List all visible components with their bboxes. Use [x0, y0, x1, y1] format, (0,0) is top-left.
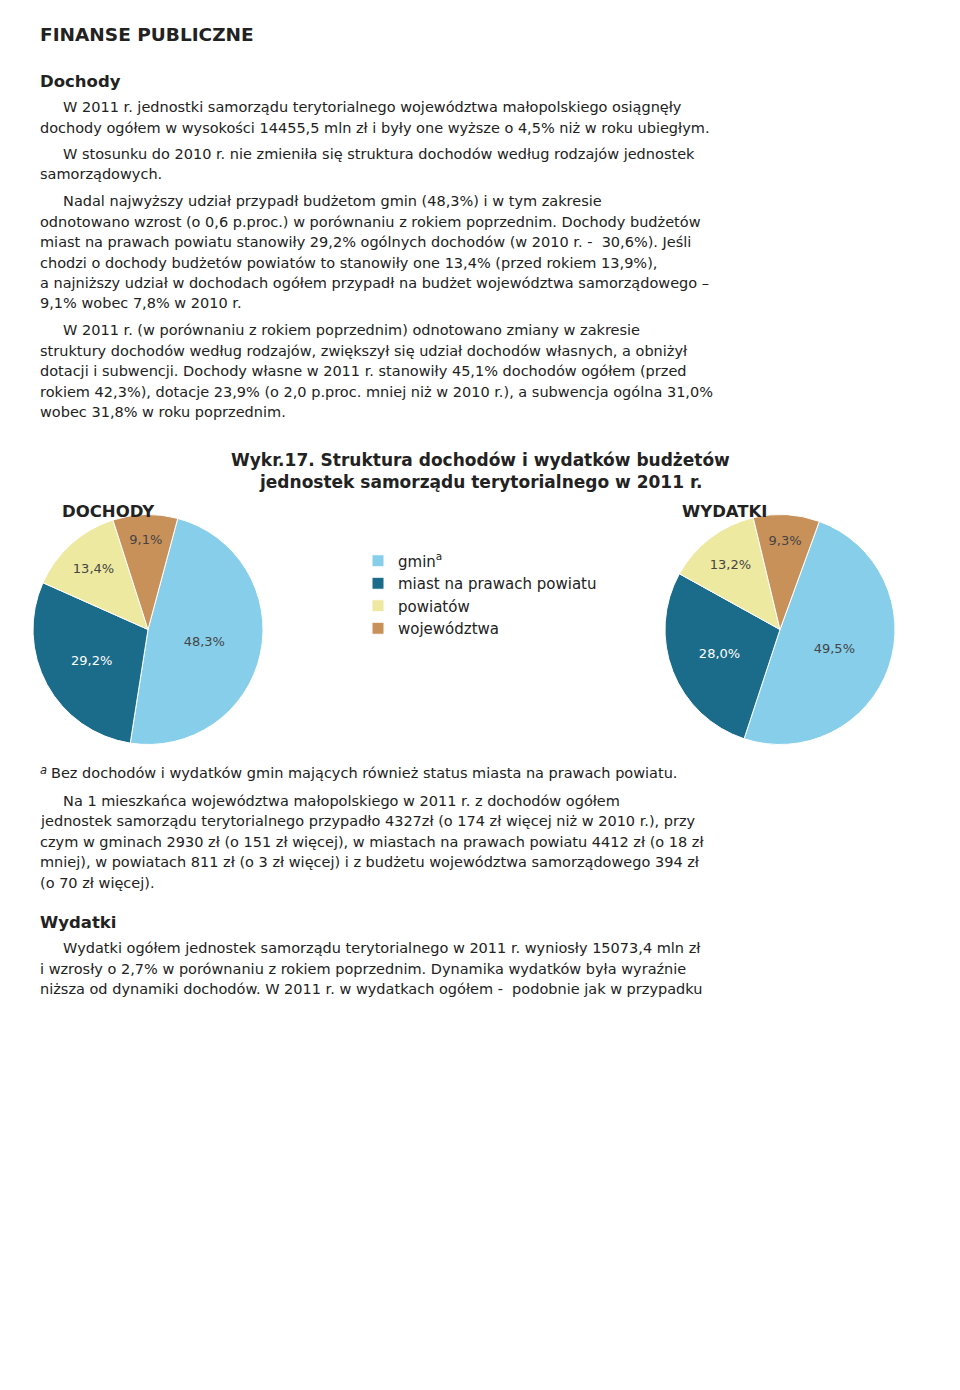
svg-text:odnotowano wzrost (o 0,6 p.pro: odnotowano wzrost (o 0,6 p.proc.) w poró… — [40, 214, 701, 230]
svg-text:dochody ogółem w wysokości 144: dochody ogółem w wysokości 14455,5 mln z… — [40, 120, 710, 136]
svg-text:chodzi o dochody budżetów powi: chodzi o dochody budżetów powiatów to st… — [40, 255, 657, 271]
svg-text:48,3%: 48,3% — [184, 634, 225, 649]
svg-text:Wydatki ogółem jednostek samor: Wydatki ogółem jednostek samorządu teryt… — [40, 940, 701, 956]
svg-text:mniej), w powiatach 811 zł (o: mniej), w powiatach 811 zł (o 3 zł więce… — [40, 854, 700, 870]
svg-text:Wydatki: Wydatki — [40, 913, 116, 932]
svg-text:9,1% wobec 7,8% w 2010 r.: 9,1% wobec 7,8% w 2010 r. — [40, 295, 242, 311]
svg-text:struktury dochodów według rodz: struktury dochodów według rodzajów, zwię… — [40, 343, 688, 359]
svg-text:Na 1 mieszkańca województwa ma: Na 1 mieszkańca województwa małopolskieg… — [40, 793, 620, 809]
svg-text:9,3%: 9,3% — [769, 533, 802, 548]
svg-text:czym w gminach 2930 zł (o 151: czym w gminach 2930 zł (o 151 zł więcej)… — [40, 834, 704, 850]
svg-text:samorządowych.: samorządowych. — [40, 166, 162, 182]
svg-text:rokiem 42,3%), dotacje 23,9% (: rokiem 42,3%), dotacje 23,9% (o 2,0 p.pr… — [40, 384, 713, 400]
svg-text:9,1%: 9,1% — [129, 532, 162, 547]
svg-text:W 2011 r. jednostki samorządu: W 2011 r. jednostki samorządu terytorial… — [40, 99, 682, 115]
svg-text:WYDATKI: WYDATKI — [682, 502, 768, 521]
svg-text:miast na prawach powiatu: miast na prawach powiatu — [398, 575, 596, 593]
svg-text:(o 70 zł więcej).: (o 70 zł więcej). — [40, 875, 155, 891]
svg-text:a: a — [40, 763, 47, 777]
svg-text:jednostek samorządu terytorial: jednostek samorządu terytorialnego w 201… — [259, 472, 702, 492]
svg-text:Nadal najwyższy udział przypad: Nadal najwyższy udział przypadł budżetom… — [40, 193, 602, 209]
svg-text:Bez dochodów i wydatków gmin m: Bez dochodów i wydatków gmin mających ró… — [51, 765, 677, 781]
svg-text:Dochody: Dochody — [40, 72, 121, 91]
svg-text:28,0%: 28,0% — [699, 646, 740, 661]
svg-text:województwa: województwa — [398, 620, 499, 638]
svg-text:W stosunku do 2010 r. nie zmie: W stosunku do 2010 r. nie zmieniła się s… — [40, 146, 695, 162]
svg-text:Wykr.17. Struktura dochodów i: Wykr.17. Struktura dochodów i wydatków b… — [231, 450, 730, 470]
svg-text:DOCHODY: DOCHODY — [62, 502, 155, 521]
svg-text:niższa od dynamiki dochodów. W: niższa od dynamiki dochodów. W 2011 r. w… — [40, 981, 702, 997]
svg-text:powiatów: powiatów — [398, 598, 470, 616]
svg-text:jednostek samorządu terytorial: jednostek samorządu terytorialnego przyp… — [40, 813, 696, 829]
svg-text:W 2011 r. (w porównaniu z roki: W 2011 r. (w porównaniu z rokiem poprzed… — [40, 322, 640, 338]
svg-text:29,2%: 29,2% — [71, 653, 112, 668]
svg-text:FINANSE PUBLICZNE: FINANSE PUBLICZNE — [40, 24, 254, 45]
svg-text:13,2%: 13,2% — [710, 557, 751, 572]
svg-text:49,5%: 49,5% — [814, 641, 855, 656]
svg-text:gmin​a​: gmin​a​ — [398, 550, 442, 570]
svg-text:wobec 31,8% w roku poprzednim.: wobec 31,8% w roku poprzednim. — [40, 404, 286, 420]
svg-text:miast na prawach powiatu stano: miast na prawach powiatu stanowiły 29,2%… — [40, 234, 691, 250]
svg-text:i wzrosły o 2,7% w porównaniu: i wzrosły o 2,7% w porównaniu z rokiem p… — [40, 961, 686, 977]
svg-text:13,4%: 13,4% — [73, 561, 114, 576]
svg-text:dotacji i subwencji. Dochody w: dotacji i subwencji. Dochody własne w 20… — [40, 363, 687, 379]
svg-text:a najniższy udział w dochodach: a najniższy udział w dochodach ogółem pr… — [40, 275, 709, 291]
